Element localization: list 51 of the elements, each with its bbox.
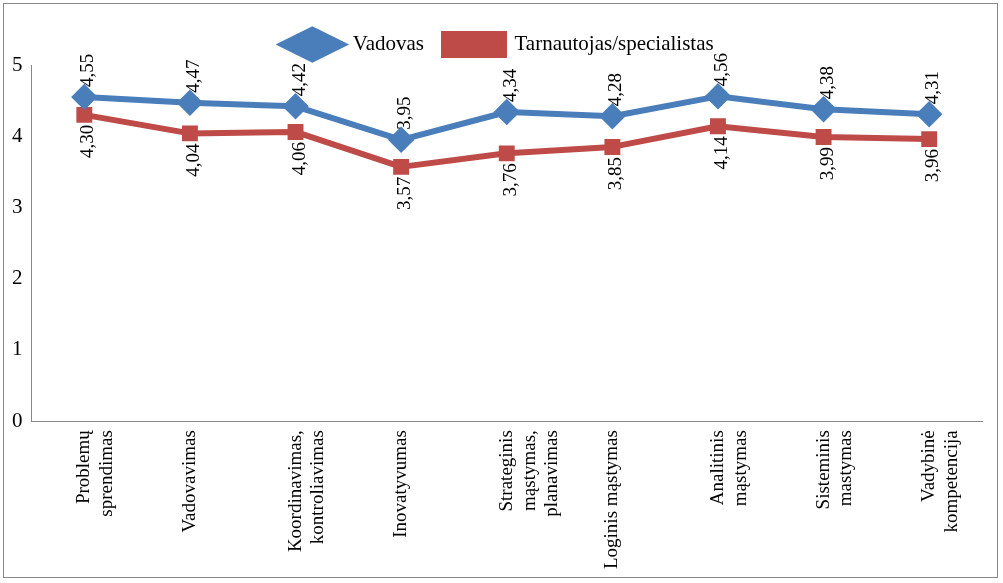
y-tick-label: 5 [12, 51, 23, 76]
data-label: 4,47 [181, 59, 203, 93]
data-label: 4,56 [709, 53, 731, 87]
point [604, 138, 621, 155]
legend-label: Vadovas [352, 31, 425, 56]
point [283, 94, 308, 119]
point [917, 102, 942, 127]
point [600, 104, 625, 129]
x-tick-label: Inovatyvumas [389, 430, 411, 538]
data-label: 4,28 [604, 73, 626, 107]
data-label: 3,95 [393, 96, 415, 130]
data-label: 4,55 [76, 53, 98, 88]
data-label: 3,96 [921, 149, 943, 183]
point [181, 125, 198, 142]
point [287, 124, 304, 140]
data-label: 4,04 [181, 142, 203, 177]
y-tick-label: 2 [12, 265, 23, 290]
point [393, 158, 410, 175]
point [389, 127, 414, 152]
x-tick-label: Analitinis mąstymas [705, 430, 750, 507]
x-tick-label: Vadovavimas [177, 430, 199, 533]
point [72, 85, 97, 110]
point [498, 145, 515, 162]
data-label: 3,85 [604, 156, 626, 191]
data-label: 4,30 [76, 124, 98, 159]
point [76, 106, 93, 123]
point [494, 100, 519, 125]
y-tick-label: 4 [12, 122, 23, 147]
x-tick-label: Problemų sprendimas [72, 429, 117, 517]
point [921, 131, 938, 148]
point [815, 129, 832, 145]
y-tick-label: 1 [12, 336, 23, 361]
y-tick-label: 3 [12, 194, 23, 218]
data-label: 4,38 [815, 65, 837, 100]
y-tick-label: 0 [12, 407, 23, 432]
x-tick-label: Loginis mąstymas [600, 430, 622, 570]
data-label: 4,31 [921, 70, 943, 105]
data-label: 4,42 [287, 63, 309, 97]
data-label: 3,99 [815, 146, 837, 181]
data-label: 3,57 [393, 176, 415, 211]
x-tick-label: Koordinavimas, kontroliavimas [283, 430, 328, 553]
x-tick-label: Strateginis mąstymas, planavimas [494, 430, 562, 517]
data-label: 4,06 [287, 141, 309, 176]
data-label: 3,76 [498, 163, 520, 197]
x-tick-label: Sisteminis mastymas [811, 430, 856, 510]
point [705, 84, 730, 109]
legend-label: Tarnautojas/specialistas [514, 31, 714, 56]
point [710, 118, 726, 135]
data-label: 4,34 [498, 68, 520, 103]
point [811, 97, 836, 122]
data-label: 4,14 [709, 135, 731, 170]
